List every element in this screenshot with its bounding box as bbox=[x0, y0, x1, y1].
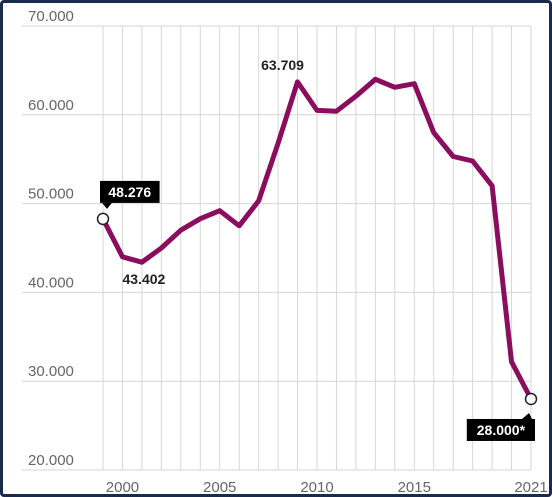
value-label: 48.276 bbox=[108, 184, 151, 200]
value-label-box bbox=[100, 180, 160, 203]
series-group bbox=[100, 76, 534, 402]
y-tick-label: 60.000 bbox=[28, 97, 74, 114]
data-point-marker bbox=[96, 212, 110, 226]
data-point bbox=[198, 216, 203, 221]
x-axis: 2000 2005 2010 2015 2021 bbox=[106, 479, 548, 496]
y-tick-label: 30.000 bbox=[28, 363, 74, 380]
data-point bbox=[412, 81, 417, 86]
data-point bbox=[451, 154, 456, 159]
data-point bbox=[431, 130, 436, 135]
y-tick-label: 40.000 bbox=[28, 274, 74, 291]
x-tick-label: 2015 bbox=[398, 479, 431, 496]
data-point bbox=[139, 260, 144, 265]
data-point-marker bbox=[524, 392, 538, 406]
data-point bbox=[276, 141, 281, 146]
y-axis: 20.000 30.000 40.000 50.000 60.000 70.000 bbox=[28, 8, 74, 469]
data-point bbox=[315, 108, 320, 113]
data-point bbox=[470, 158, 475, 163]
data-point bbox=[159, 246, 164, 251]
data-point bbox=[334, 109, 339, 114]
data-point bbox=[373, 77, 378, 82]
x-tick-label: 2000 bbox=[106, 479, 139, 496]
x-tick-label: 2021 bbox=[514, 479, 547, 496]
value-label: 63.709 bbox=[261, 57, 304, 73]
y-tick-label: 70.000 bbox=[28, 8, 74, 25]
y-tick-label: 50.000 bbox=[28, 186, 74, 203]
value-label-pointer bbox=[102, 202, 112, 209]
value-label-box bbox=[466, 418, 535, 441]
data-point bbox=[392, 85, 397, 90]
series-line bbox=[100, 76, 534, 402]
value-label-pointer bbox=[522, 412, 532, 419]
data-point bbox=[178, 228, 183, 233]
data-point bbox=[295, 79, 300, 84]
annotations-group: 48.276 43.402 63.709 28.000* bbox=[96, 57, 538, 441]
data-point bbox=[353, 94, 358, 99]
x-tick-label: 2005 bbox=[203, 479, 236, 496]
value-label: 28.000* bbox=[477, 422, 526, 438]
grid-lines bbox=[22, 25, 532, 471]
data-point bbox=[120, 254, 125, 259]
value-label: 43.402 bbox=[122, 271, 165, 287]
x-tick-label: 2010 bbox=[300, 479, 333, 496]
data-point bbox=[256, 198, 261, 203]
data-point bbox=[217, 208, 222, 213]
data-point bbox=[237, 223, 242, 228]
data-point bbox=[490, 183, 495, 188]
data-point bbox=[509, 359, 514, 364]
y-tick-label: 20.000 bbox=[28, 452, 74, 469]
